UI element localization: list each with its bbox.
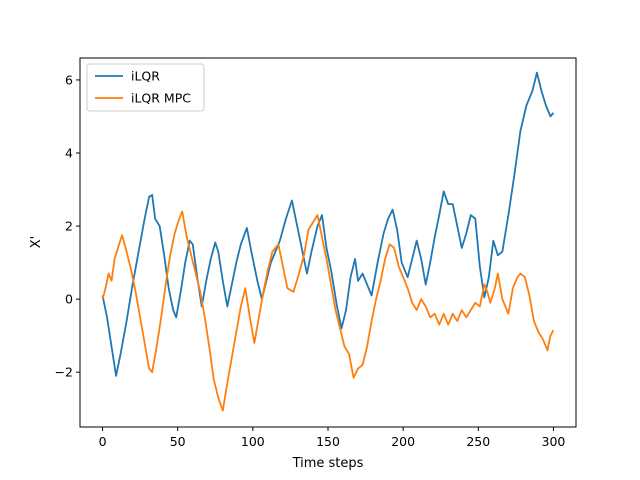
x-tick-label: 200	[391, 434, 415, 449]
x-tick-label: 0	[99, 434, 107, 449]
x-tick-label: 250	[466, 434, 490, 449]
legend-label-ilqr: iLQR	[131, 69, 160, 84]
y-tick-label: 0	[65, 292, 73, 307]
series-layer	[101, 71, 555, 412]
x-tick-label: 50	[170, 434, 186, 449]
x-axis-label: Time steps	[292, 456, 364, 471]
y-axis-ticks: −2 0 2 4 6	[55, 72, 80, 380]
legend-label-ilqr-mpc: iLQR MPC	[131, 91, 191, 106]
y-tick-label: 6	[65, 72, 73, 87]
y-tick-label: 4	[65, 145, 73, 160]
x-tick-label: 150	[316, 434, 340, 449]
legend: iLQR iLQR MPC	[86, 63, 205, 112]
x-axis-ticks: 0 50 100 150 200 250 300	[99, 427, 566, 449]
y-tick-label: −2	[55, 365, 73, 380]
y-axis-label: X'	[29, 236, 44, 248]
x-tick-label: 100	[241, 434, 265, 449]
axes-frame	[79, 57, 577, 428]
y-tick-label: 2	[65, 219, 73, 234]
series-line-ilqr	[101, 71, 555, 377]
x-tick-label: 300	[542, 434, 566, 449]
series-line-ilqr-mpc	[101, 210, 555, 412]
